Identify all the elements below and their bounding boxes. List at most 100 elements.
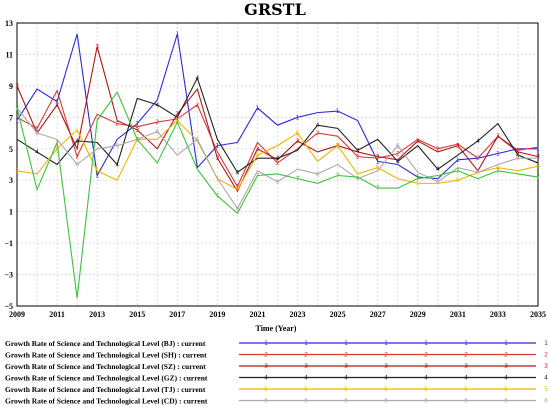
legend-entry-label: Growth Rate of Science and Technological… xyxy=(5,362,206,371)
series-point-marker: 1 xyxy=(256,105,260,112)
x-tick-label: 2021 xyxy=(249,310,265,319)
legend-swatch-marker: 2 xyxy=(344,352,348,359)
legend-swatch-marker: 3 xyxy=(344,363,348,370)
series-point-marker: 3 xyxy=(296,138,300,145)
series-point-marker: 3 xyxy=(376,154,380,161)
x-tick-label: 2025 xyxy=(330,310,346,319)
legend-swatch-marker: 1 xyxy=(304,340,308,347)
legend-swatch-marker: 6 xyxy=(464,398,468,405)
series-point-marker: 1 xyxy=(175,31,179,38)
series-point-marker: 5 xyxy=(456,177,460,184)
series-point-marker: 6 xyxy=(476,169,480,176)
series-point-marker: 4 xyxy=(316,122,320,129)
series-point-marker: 4 xyxy=(115,162,119,169)
x-tick-label: 2035 xyxy=(530,310,546,319)
series-point-marker: 4 xyxy=(436,166,440,173)
series-point-marker: 7 xyxy=(336,173,340,180)
series-point-marker: 7 xyxy=(416,176,420,183)
series-point-marker: 2 xyxy=(356,154,360,161)
x-tick-label: 2029 xyxy=(410,310,426,319)
legend-swatch-marker: 1 xyxy=(344,340,348,347)
series-point-marker: 3 xyxy=(456,143,460,150)
legend-swatch-marker: 6 xyxy=(384,398,388,405)
series-point-marker: 4 xyxy=(236,169,240,176)
legend-swatch-marker: 4 xyxy=(464,375,468,382)
x-tick-label: 2009 xyxy=(9,310,25,319)
legend-swatch-marker: 3 xyxy=(304,363,308,370)
legend-entry-label: Growth Rate of Science and Technological… xyxy=(5,351,207,360)
series-point-marker: 7 xyxy=(15,105,19,112)
series-point-marker: 4 xyxy=(195,75,199,82)
legend-swatch-marker: 1 xyxy=(464,340,468,347)
series-point-marker: 7 xyxy=(536,174,540,181)
series-point-marker: 3 xyxy=(55,102,59,109)
series-point-marker: 7 xyxy=(215,193,219,200)
legend-entry-label: Growth Rate of Science and Technological… xyxy=(5,385,206,394)
x-tick-label: 2033 xyxy=(490,310,506,319)
series-point-marker: 3 xyxy=(95,44,99,51)
series-point-marker: 4 xyxy=(396,158,400,165)
series-point-marker: 4 xyxy=(155,102,159,109)
series-point-marker: 6 xyxy=(195,136,199,143)
series-point-marker: 4 xyxy=(75,138,79,145)
legend-swatch-marker: 3 xyxy=(544,363,548,370)
legend-swatch-marker: 5 xyxy=(464,386,468,393)
legend-swatch-marker: 2 xyxy=(424,352,428,359)
legend-entry-label: Growth Rate of Science and Technological… xyxy=(5,374,208,383)
series-point-marker: 6 xyxy=(75,162,79,169)
legend: Growth Rate of Science and Technological… xyxy=(5,339,548,409)
x-tick-label: 2013 xyxy=(89,310,105,319)
series-point-marker: 7 xyxy=(456,168,460,175)
legend-swatch-marker: 2 xyxy=(304,352,308,359)
y-tick-label: −1 xyxy=(4,239,13,248)
series-point-marker: 1 xyxy=(536,146,540,153)
legend-swatch-marker: 3 xyxy=(264,363,268,370)
series-point-marker: 7 xyxy=(95,117,99,124)
legend-swatch-marker: 4 xyxy=(504,375,508,382)
legend-swatch-marker: 2 xyxy=(264,352,268,359)
series-point-marker: 2 xyxy=(396,150,400,157)
chart-title: GRSTL xyxy=(244,0,306,19)
legend-entry-label: Growth Rate of Science and Technological… xyxy=(5,339,206,348)
legend-entry-label: Growth Rate of Science and Technological… xyxy=(5,397,208,406)
series-point-marker: 2 xyxy=(476,155,480,162)
series-point-marker: 7 xyxy=(256,173,260,180)
series-point-marker: 2 xyxy=(75,154,79,161)
series-point-marker: 1 xyxy=(456,157,460,164)
y-tick-label: 9 xyxy=(9,82,13,91)
legend-swatch-marker: 5 xyxy=(424,386,428,393)
series-point-marker: 5 xyxy=(536,163,540,170)
series-point-marker: 3 xyxy=(536,154,540,161)
series-point-marker: 7 xyxy=(55,139,59,146)
legend-swatch-marker: 6 xyxy=(304,398,308,405)
series-point-marker: 5 xyxy=(336,143,340,150)
x-tick-label: 2023 xyxy=(290,310,306,319)
legend-swatch-marker: 3 xyxy=(464,363,468,370)
series-point-marker: 6 xyxy=(436,179,440,186)
legend-swatch-marker: 5 xyxy=(384,386,388,393)
series-point-marker: 6 xyxy=(316,171,320,178)
y-tick-label: 13 xyxy=(5,19,13,28)
series-point-marker: 5 xyxy=(256,152,260,159)
series-point-marker: 6 xyxy=(276,179,280,186)
series-point-marker: 7 xyxy=(496,168,500,175)
legend-swatch-marker: 6 xyxy=(544,398,548,405)
series-point-marker: 6 xyxy=(155,128,159,135)
series-point-marker: 5 xyxy=(15,168,19,175)
series-point-marker: 3 xyxy=(215,155,219,162)
series-point-marker: 5 xyxy=(95,168,99,175)
series-point-marker: 1 xyxy=(496,150,500,157)
series-point-marker: 7 xyxy=(175,119,179,126)
legend-swatch-marker: 2 xyxy=(464,352,468,359)
series-point-marker: 7 xyxy=(135,136,139,143)
x-tick-label: 2019 xyxy=(209,310,225,319)
series-point-marker: 3 xyxy=(416,138,420,145)
y-tick-label: 3 xyxy=(9,176,13,185)
legend-swatch-marker: 5 xyxy=(504,386,508,393)
legend-swatch-marker: 3 xyxy=(424,363,428,370)
series-point-marker: 4 xyxy=(356,147,360,154)
legend-swatch-marker: 6 xyxy=(344,398,348,405)
